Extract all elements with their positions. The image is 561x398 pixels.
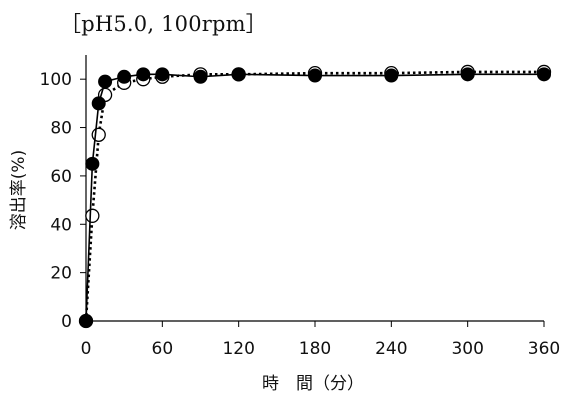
data-point-filled-circle <box>91 96 106 111</box>
y-tick-label: 20 <box>50 264 72 284</box>
data-point-filled-circle <box>460 67 475 82</box>
data-point-filled-circle <box>193 69 208 84</box>
data-point-filled-circle <box>308 68 322 83</box>
x-tick-label: 0 <box>81 339 92 359</box>
data-point-filled-circle <box>98 74 113 89</box>
x-tick-label: 180 <box>299 339 331 359</box>
data-point-filled-circle <box>384 68 399 83</box>
chart-title: ［pH5.0, 100rpm］ <box>60 12 267 36</box>
y-tick-label: 80 <box>50 119 72 139</box>
y-tick-label: 100 <box>40 70 72 90</box>
x-tick-label: 300 <box>451 339 483 359</box>
data-point-filled-circle <box>155 67 170 82</box>
x-tick-label: 60 <box>152 339 174 359</box>
y-tick-label: 40 <box>50 215 72 235</box>
series-filled-circle <box>79 67 551 328</box>
chart-axes: 0 20 40 60 80 100 0 60 120 180 240 300 360 <box>40 55 560 359</box>
x-tick-label: 360 <box>528 339 560 359</box>
data-point-filled-circle <box>117 69 132 84</box>
data-point-open-circle <box>85 208 100 223</box>
series-open-circle <box>78 64 552 329</box>
data-point-filled-circle <box>79 314 93 328</box>
chart-series-layer <box>78 64 552 329</box>
x-tick-label: 120 <box>222 339 254 359</box>
data-point-filled-circle <box>231 67 246 82</box>
series-line-filled-circle <box>85 73 544 322</box>
series-line-open-circle <box>84 70 544 322</box>
x-tick-label: 240 <box>375 339 407 359</box>
data-point-filled-circle <box>537 67 551 82</box>
y-tick-label: 60 <box>50 167 72 187</box>
data-point-filled-circle <box>136 67 151 82</box>
y-axis-label: 溶出率(%) <box>9 150 29 230</box>
y-tick-label: 0 <box>61 312 72 332</box>
data-point-filled-circle <box>85 156 100 171</box>
x-axis-label: 時 間（分） <box>262 374 364 394</box>
